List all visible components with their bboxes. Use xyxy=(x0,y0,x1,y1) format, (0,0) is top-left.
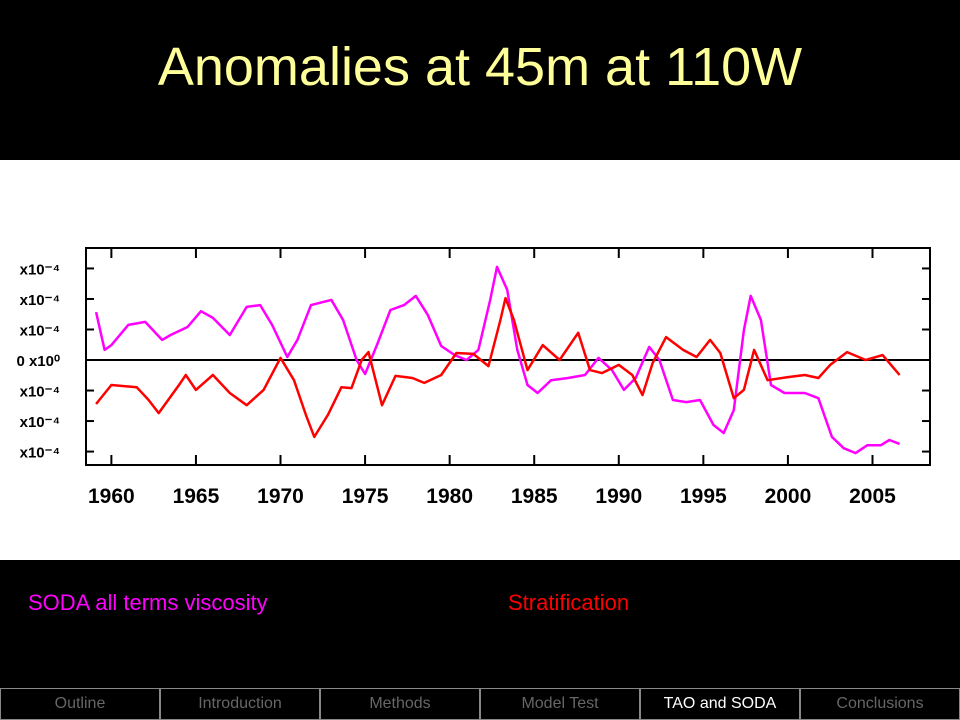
nav-bar: Outline Introduction Methods Model Test TAO … xyxy=(0,688,960,720)
legend-entry: Stratification xyxy=(508,590,630,615)
nav-tab[interactable]: TAO and SODA xyxy=(640,688,800,720)
y-tick-label: x10⁻⁴ xyxy=(20,414,60,431)
nav-tab[interactable]: Conclusions xyxy=(800,688,960,720)
data-line xyxy=(95,296,901,439)
y-tick-label: x10⁻⁴ xyxy=(20,292,60,309)
nav-tab[interactable]: Introduction xyxy=(160,688,320,720)
y-tick-label: x10⁻⁴ xyxy=(20,261,60,278)
nav-tab[interactable]: Model Test xyxy=(480,688,640,720)
chart: x10⁻⁴ x10⁻⁴ x10⁻⁴ 0 x10⁰ x10⁻⁴ x10⁻⁴ x10⁻⁴ 1960… xyxy=(16,247,931,508)
x-tick-label: 1985 xyxy=(511,485,558,508)
nav-tab[interactable]: Outline xyxy=(0,688,160,720)
x-tick-label: 1970 xyxy=(257,485,304,508)
x-tick-label: 2000 xyxy=(765,485,812,508)
y-tick-label: x10⁻⁴ xyxy=(20,384,60,401)
nav-tab[interactable]: Methods xyxy=(320,688,480,720)
data-line xyxy=(94,265,901,455)
chart-panel: x10⁻⁴ x10⁻⁴ x10⁻⁴ 0 x10⁰ x10⁻⁴ x10⁻⁴ x10⁻⁴ 1960… xyxy=(0,160,960,560)
x-tick-label: 1990 xyxy=(595,485,642,508)
x-tick-label: 1965 xyxy=(173,485,220,508)
x-tick-label: 1960 xyxy=(88,485,135,508)
y-tick-label: 0 x10⁰ xyxy=(16,353,60,370)
y-tick-label: x10⁻⁴ xyxy=(20,445,60,462)
x-tick-label: 1975 xyxy=(342,485,389,508)
plot-frame xyxy=(85,247,931,466)
x-tick-label: 2005 xyxy=(849,485,896,508)
x-tick-label: 1980 xyxy=(426,485,473,508)
slide-title: Anomalies at 45m at 110W xyxy=(157,37,803,97)
x-tick-label: 1995 xyxy=(680,485,727,508)
legend-entry: SODA all terms viscosity xyxy=(28,590,268,615)
y-tick-label: x10⁻⁴ xyxy=(20,322,60,339)
